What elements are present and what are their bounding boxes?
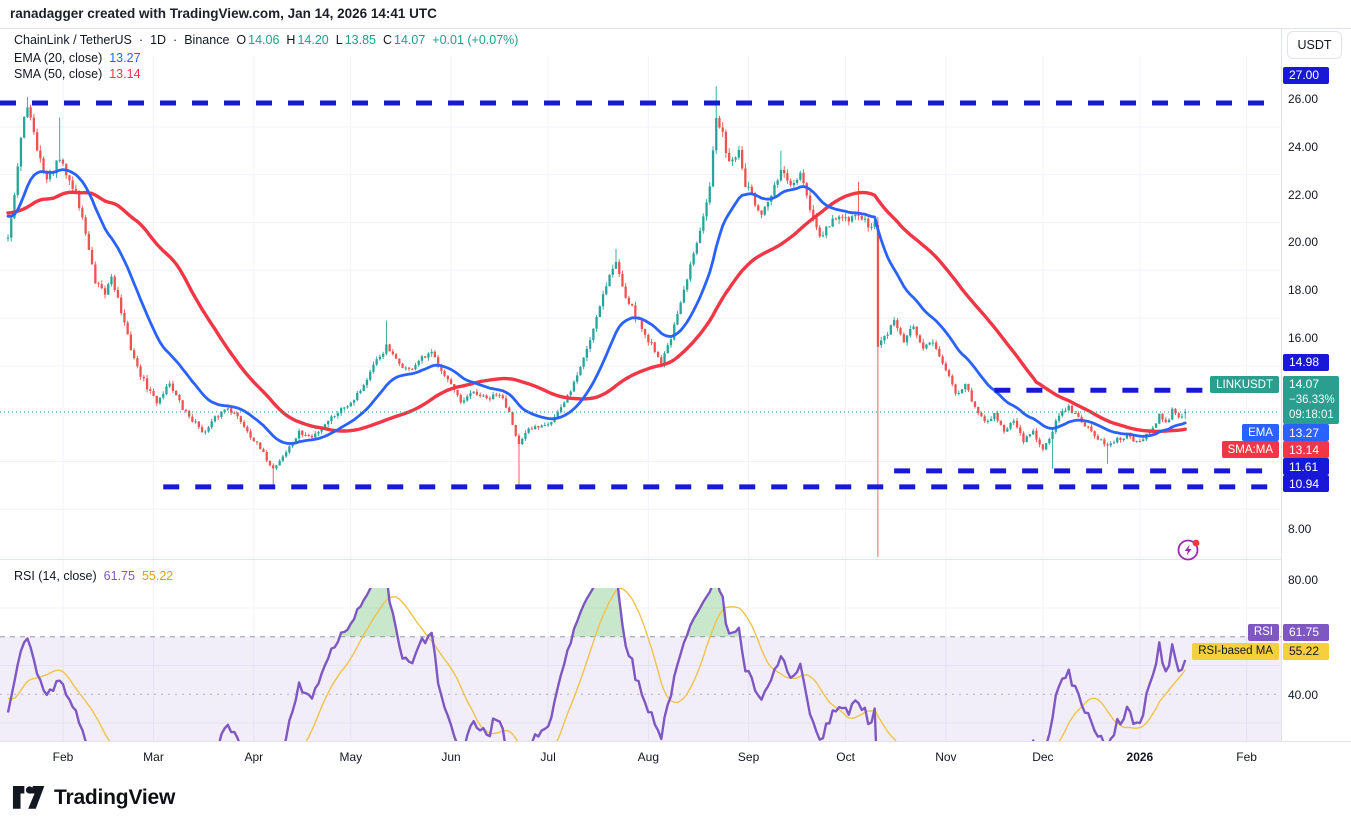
- high-label: H: [286, 33, 296, 47]
- ema-axis-label: EMA: [1242, 424, 1279, 441]
- rsi-value-badge: 61.75: [1283, 623, 1329, 641]
- level-badge-14-98: 14.98: [1283, 353, 1329, 371]
- time-axis-label: Nov: [935, 750, 957, 764]
- attribution-text: ranadagger created with TradingView.com,…: [10, 6, 437, 21]
- last-price-countdown: 09:18:01: [1289, 409, 1334, 422]
- axis-tick-label: 20.00: [1288, 235, 1319, 250]
- time-axis-label: Jul: [540, 750, 556, 764]
- axis-tick-label: 8.00: [1288, 522, 1312, 537]
- level-badge-10-94: 10.94: [1283, 475, 1329, 492]
- sma-legend-label: SMA (50, close): [14, 67, 103, 81]
- rsi-ma-value-badge: 55.22: [1283, 642, 1329, 660]
- time-axis-label: Apr: [244, 750, 264, 764]
- rsi-ma-legend-value: 55.22: [141, 569, 174, 583]
- symbol-name[interactable]: ChainLink / TetherUS: [14, 33, 132, 47]
- axis-tick-label: 26.00: [1288, 91, 1319, 106]
- time-axis-label: Mar: [143, 750, 164, 764]
- ema-line: [6, 168, 1187, 445]
- legend-separator: ·: [138, 33, 144, 47]
- level-badge-27: 27.00: [1283, 66, 1329, 84]
- time-axis-label: Feb: [52, 750, 74, 764]
- ema-value-badge: 13.27: [1283, 424, 1329, 441]
- time-axis-label: Dec: [1032, 750, 1054, 764]
- legend-separator: ·: [173, 33, 178, 47]
- time-axis-label: 2026: [1126, 750, 1154, 764]
- axis-tick-label: 80.00: [1288, 573, 1319, 587]
- rsi-legend-label: RSI (14, close): [14, 569, 97, 583]
- currency-button[interactable]: USDT: [1287, 31, 1342, 59]
- ema-legend-value: 13.27: [109, 51, 141, 65]
- last-price-change-pct: −36.33%: [1289, 393, 1335, 406]
- last-price-value: 14.07: [1289, 377, 1320, 392]
- chart-canvas: [0, 56, 1281, 769]
- axis-tick-label: 16.00: [1288, 330, 1319, 345]
- axis-tick-label: 18.00: [1288, 283, 1319, 298]
- sma-axis-label: SMA:MA: [1221, 441, 1279, 458]
- price-axis-border: [1281, 28, 1282, 741]
- change-value: +0.01 (+0.07%): [432, 33, 519, 47]
- open-label: O: [236, 33, 247, 47]
- rsi-legend[interactable]: RSI (14, close) 61.75 55.22: [14, 569, 173, 583]
- axis-tick-label: 24.00: [1288, 139, 1319, 154]
- sma-legend-value: 13.14: [109, 67, 141, 81]
- ema-legend[interactable]: EMA (20, close) 13.27: [14, 51, 141, 65]
- close-label: C: [382, 33, 392, 47]
- high-value: 14.20: [297, 33, 329, 47]
- time-axis-label: May: [339, 750, 363, 764]
- ema-legend-label: EMA (20, close): [14, 51, 103, 65]
- time-axis-label: Sep: [737, 750, 760, 764]
- market-status-flash-icon[interactable]: [1174, 535, 1204, 565]
- time-axis[interactable]: Feb Mar Apr May Jun Jul Aug Sep Oct Nov Dec 2026 Feb: [0, 742, 1351, 772]
- axis-tick-label: 40.00: [1288, 688, 1319, 702]
- open-value: 14.06: [248, 33, 280, 47]
- last-price-badge: 14.07 −36.33% 09:18:01: [1283, 376, 1339, 425]
- low-label: L: [335, 33, 343, 47]
- low-value: 13.85: [344, 33, 376, 47]
- level-badge-11-61: 11.61: [1283, 458, 1329, 475]
- axis-tick-label: 22.00: [1288, 187, 1319, 202]
- time-axis-label: Oct: [836, 750, 855, 764]
- time-axis-label: Feb: [1236, 750, 1257, 764]
- chart-top-border: [0, 28, 1351, 29]
- sma-legend[interactable]: SMA (50, close) 13.14: [14, 67, 141, 81]
- tradingview-logo-icon: [12, 785, 45, 809]
- chart-area[interactable]: [0, 28, 1281, 772]
- symbol-axis-label: LINKUSDT: [1210, 376, 1279, 394]
- sma-value-badge: 13.14: [1283, 441, 1329, 458]
- rsi-legend-value: 61.75: [103, 569, 135, 583]
- sma-line: [6, 190, 1187, 434]
- rsi-ma-line: [7, 588, 1186, 769]
- tradingview-logo[interactable]: TradingView: [12, 785, 175, 811]
- tradingview-logo-text: TradingView: [54, 786, 176, 809]
- panel-separator[interactable]: [0, 559, 1281, 560]
- close-value: 14.07: [394, 33, 426, 47]
- symbol-legend[interactable]: ChainLink / TetherUS · 1D · Binance O 14.…: [14, 33, 518, 47]
- rsi-axis-label: RSI: [1247, 623, 1279, 641]
- interval-label[interactable]: 1D: [150, 33, 167, 47]
- time-axis-label: Aug: [637, 750, 659, 764]
- rsi-ma-axis-label: RSI-based MA: [1192, 642, 1279, 660]
- time-axis-label: Jun: [441, 750, 461, 764]
- exchange-label[interactable]: Binance: [184, 33, 230, 47]
- price-pane: [0, 86, 1278, 558]
- time-axis-border: [0, 741, 1351, 742]
